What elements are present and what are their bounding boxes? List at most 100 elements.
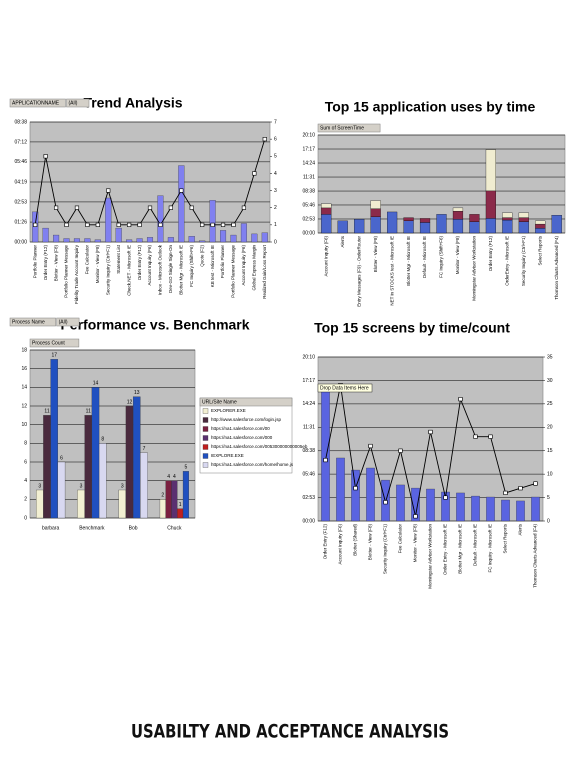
field-button-label: Sum of ScreenTime — [320, 125, 364, 131]
chart-title: Top 15 screens by time/count — [314, 320, 510, 336]
bar — [73, 238, 80, 243]
bar — [118, 489, 127, 519]
y-tick-label: 0 — [24, 515, 27, 521]
line-marker — [518, 486, 523, 491]
x-tick-label: OrderEntry - Microsoft IE — [505, 236, 510, 286]
legend-swatch — [202, 417, 209, 423]
legend-swatch — [202, 426, 209, 432]
value-label: 14 — [93, 381, 99, 387]
field-button-label: Process Count — [32, 340, 65, 346]
x-tick-label: Blotter Mgr - Microsoft IE — [458, 524, 463, 574]
legend-label: https://na1.salesforce.com/00 — [211, 426, 270, 431]
x-tick-label: Dev-GO Single Sign-On — [168, 245, 173, 294]
bar-segment — [485, 190, 496, 219]
drop-zone-text: Drop Data Items Here — [320, 385, 369, 391]
x-tick-label: Quote (F2) — [199, 245, 204, 267]
x-tick-label: Morningstar Advisor Workstation — [428, 524, 433, 589]
x-tick-label: Portfolio Planner Message — [64, 245, 69, 298]
value-label: 2 — [161, 493, 164, 499]
bar — [126, 239, 133, 243]
y-tick-label: 20:10 — [302, 354, 315, 360]
x-tick-label: Blotter Mgr - Microsoft IE — [406, 236, 411, 286]
x-tick-label: Thomson Charts Advanced (F4) — [533, 524, 538, 588]
bar-segment — [387, 211, 398, 234]
bar — [42, 227, 49, 243]
bar — [426, 488, 435, 522]
x-tick-label: Account Inquiry (F6) — [323, 235, 328, 276]
y-tick-label: 00:00 — [14, 239, 27, 245]
bar-segment — [321, 207, 332, 215]
bar — [132, 396, 141, 519]
x-tick-label: Blotter - View (F8) — [368, 524, 373, 561]
legend-swatch — [202, 444, 209, 450]
x-tick-label: Fee Calculator — [85, 245, 90, 275]
x-tick-label: Security Inquiry (Ctrl+F1) — [105, 245, 110, 296]
bar — [136, 238, 143, 243]
y2-tick-label: 6 — [274, 136, 277, 142]
y-tick-label: 4 — [24, 478, 27, 484]
bar-segment — [535, 223, 546, 229]
field-button — [29, 338, 80, 348]
y-tick-label: 05:46 — [14, 159, 27, 165]
y-tick-label: 6 — [24, 459, 27, 465]
bar-segment — [321, 214, 332, 234]
y-tick-label: 05:46 — [302, 202, 315, 208]
value-label: 12 — [127, 399, 133, 405]
value-label: 7 — [143, 446, 146, 452]
x-tick-label: Order Entry (F12) — [137, 245, 142, 281]
bar — [159, 499, 166, 519]
bar — [351, 469, 360, 522]
line-marker — [116, 222, 121, 227]
bar-segment — [518, 221, 529, 234]
y2-tick-label: 3 — [274, 188, 277, 194]
y2-tick-label: 0 — [274, 239, 277, 245]
y2-tick-label: 0 — [547, 518, 550, 524]
bar — [140, 452, 148, 519]
x-tick-label: Blotter Mgr - Microsoft IE — [178, 245, 183, 295]
x-tick-label: Fidelity Trade Account Inquiry — [74, 244, 79, 304]
x-tick-label: KB test - Microsoft IE — [210, 245, 215, 287]
bar-segment — [370, 216, 381, 234]
y-tick-label: 02:53 — [302, 216, 315, 222]
bar-segment — [551, 215, 562, 234]
x-tick-label: Inbox - Microsoft Outlook — [158, 244, 163, 295]
x-tick-label: Fee Calculator — [398, 524, 403, 554]
x-tick-label: Default - Microsoft IE — [422, 236, 427, 278]
y-tick-label: 02:53 — [14, 199, 27, 205]
y-tick-label: 2 — [24, 497, 27, 503]
y-tick-label: 02:53 — [302, 495, 315, 501]
y2-tick-label: 20 — [547, 425, 553, 431]
y2-tick-label: 5 — [547, 495, 550, 501]
x-tick-label: Portfolio Planner Message — [231, 245, 236, 298]
legend-title: URL/Site Name — [202, 399, 237, 405]
bar-segment — [436, 214, 447, 234]
x-tick-label: FC Inquiry (Shift+F6) — [439, 236, 444, 278]
bar-segment — [452, 210, 464, 220]
x-tick-label: Blotter - View (F8) — [53, 245, 58, 282]
x-tick-label: Default - Microsoft IE — [473, 524, 478, 566]
value-label: 6 — [60, 455, 63, 461]
line-marker — [33, 222, 38, 227]
x-tick-label: Benchmark — [79, 525, 105, 531]
value-label: 11 — [86, 409, 91, 415]
x-tick-label: Bob — [129, 525, 138, 531]
x-tick-label: Portfolio Planner — [32, 245, 37, 279]
bar-segment — [502, 212, 513, 218]
line-marker — [53, 205, 59, 210]
line-marker — [252, 171, 257, 176]
y-tick-label: 17:17 — [302, 378, 315, 384]
bar — [441, 491, 450, 522]
line-marker — [168, 205, 173, 210]
x-tick-label: Check.NET - Microsoft IE — [126, 245, 131, 296]
legend-label: http://www.salesforce.com/login.jsp — [211, 417, 282, 422]
field-button-label: APPLICATIONNAME — [12, 100, 60, 106]
bar — [411, 487, 420, 522]
bar — [165, 480, 172, 519]
bar — [177, 508, 184, 519]
bar — [486, 496, 495, 522]
bar — [366, 467, 375, 522]
line-marker — [106, 188, 111, 193]
bar — [91, 387, 100, 519]
bar — [53, 234, 60, 243]
